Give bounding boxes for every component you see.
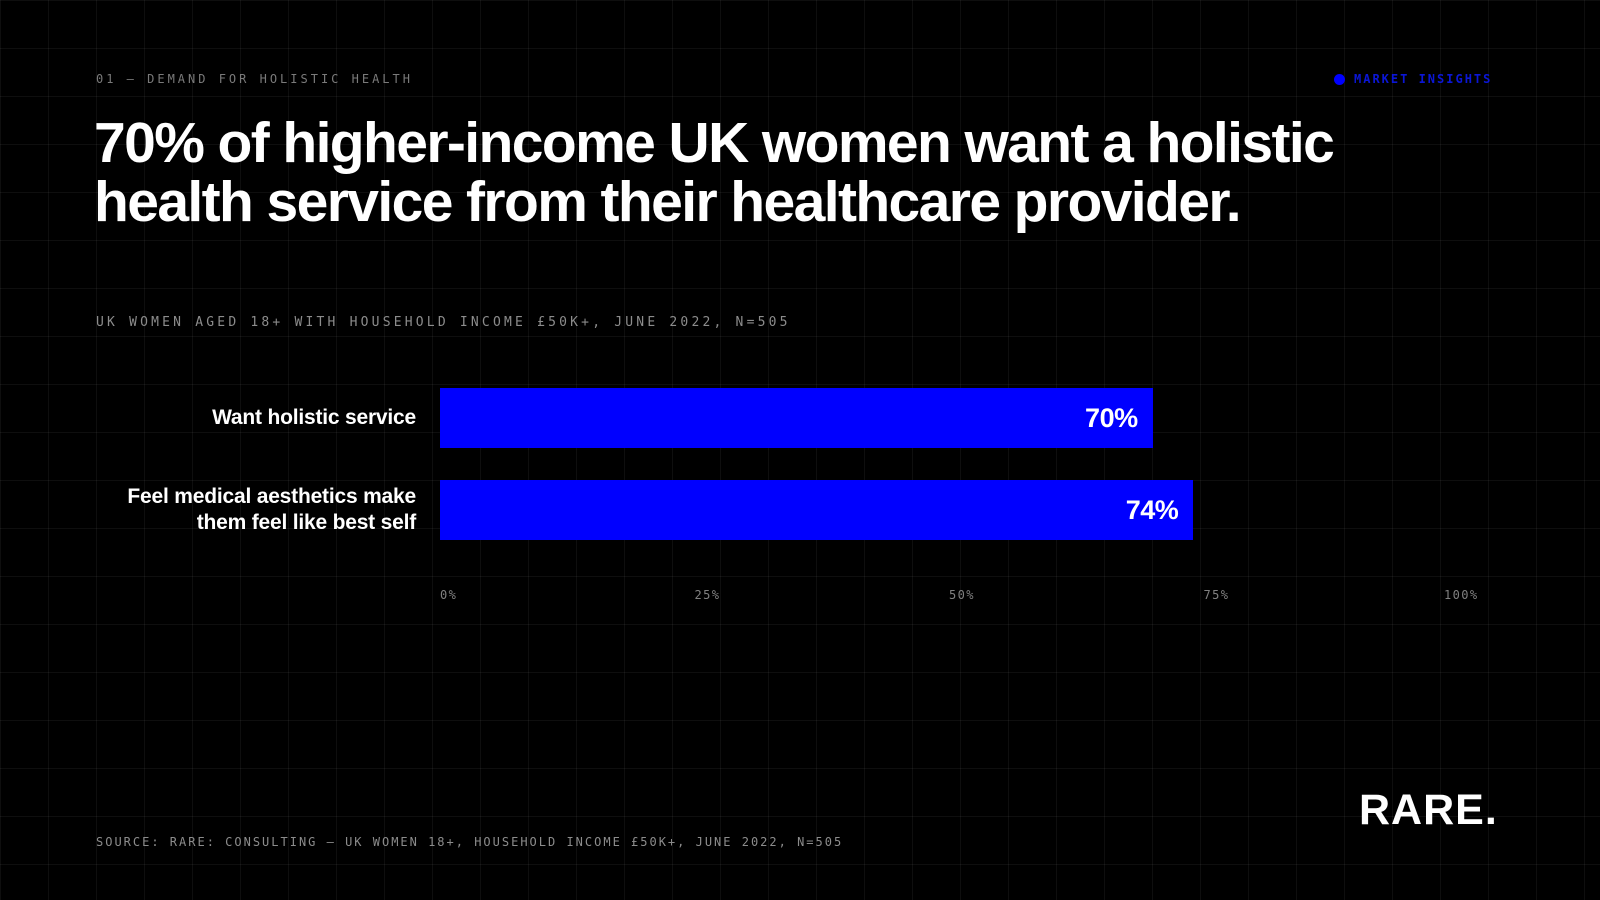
category-label: Feel medical aesthetics make them feel l… — [127, 485, 416, 534]
source-note: SOURCE: RARE: CONSULTING — UK WOMEN 18+,… — [96, 835, 844, 849]
x-tick-label: 75% — [1203, 588, 1230, 602]
x-tick-label: 25% — [694, 588, 721, 602]
bar-value-label: 70% — [1085, 403, 1138, 433]
category-label: Want holistic service — [212, 406, 416, 429]
market-insights-tag: MARKET INSIGHTS — [1334, 72, 1492, 86]
x-tick-label: 100% — [1444, 588, 1479, 602]
bar — [440, 388, 1153, 448]
x-tick-label: 0% — [440, 588, 458, 602]
bar-value-label: 74% — [1125, 495, 1179, 525]
rare-logo: RARE. — [1359, 786, 1498, 834]
section-label: 01 — DEMAND FOR HOLISTIC HEALTH — [96, 72, 413, 86]
tag-dot-icon — [1334, 73, 1345, 85]
headline: 70% of higher-income UK women want a hol… — [94, 111, 1335, 234]
x-tick-label: 50% — [949, 588, 975, 602]
tag-label: MARKET INSIGHTS — [1354, 72, 1493, 86]
chart-subtitle: UK WOMEN AGED 18+ WITH HOUSEHOLD INCOME … — [96, 315, 791, 330]
bar — [440, 480, 1194, 540]
